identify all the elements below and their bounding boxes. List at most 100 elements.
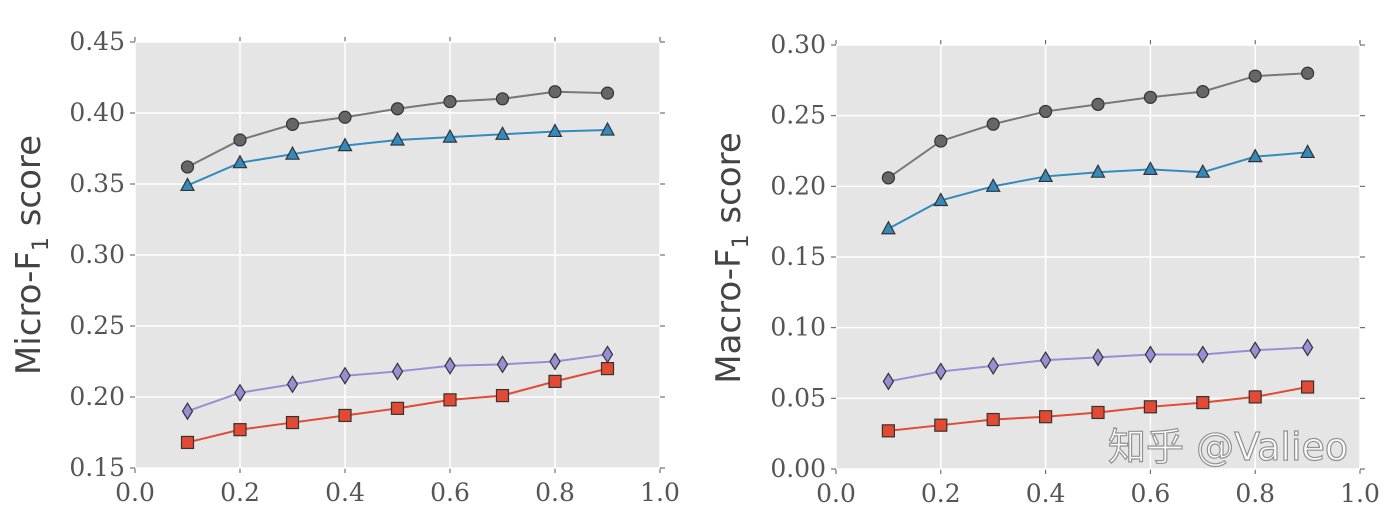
x-tick-label: 0.2 xyxy=(220,478,260,507)
data-point-triangle xyxy=(547,123,563,138)
y-tick-label: 0.35 xyxy=(69,169,125,198)
data-point-square xyxy=(1143,400,1158,414)
x-tick-label: 0.0 xyxy=(816,479,856,508)
data-point-square xyxy=(233,423,247,437)
data-point-square xyxy=(1248,390,1262,404)
data-point-triangle xyxy=(389,131,406,146)
data-point-diamond xyxy=(339,366,351,385)
series-circle xyxy=(180,85,615,174)
data-point-triangle xyxy=(933,192,949,207)
data-point-square xyxy=(338,408,352,423)
x-tick-label: 0.6 xyxy=(1131,479,1171,508)
data-point-circle xyxy=(495,92,510,106)
data-point-diamond xyxy=(1144,345,1157,364)
data-point-triangle xyxy=(284,145,301,160)
x-tick-label: 0.6 xyxy=(430,478,470,507)
data-point-triangle xyxy=(1090,163,1106,178)
x-tick-label: 0.2 xyxy=(921,479,961,508)
data-point-diamond xyxy=(882,372,895,391)
data-point-square xyxy=(548,374,562,388)
data-point-square xyxy=(934,418,948,432)
y-tick-label: 0.15 xyxy=(770,242,826,271)
data-point-circle xyxy=(1091,97,1105,111)
data-point-triangle xyxy=(1300,144,1316,159)
data-point-square xyxy=(443,393,457,407)
data-point-circle xyxy=(443,95,457,109)
data-point-square xyxy=(1196,395,1210,410)
data-point-triangle xyxy=(599,121,616,136)
data-point-circle xyxy=(1248,69,1262,83)
data-point-diamond xyxy=(181,402,194,421)
data-point-circle xyxy=(390,102,405,116)
series-diamond xyxy=(181,345,614,421)
data-point-triangle xyxy=(1038,168,1054,183)
plot-2: 0.0 0.2 0.4 0.6 0.8 1.0 0.00 0.05 0.10 0.15 0.20 0.… xyxy=(709,30,1380,508)
data-point-diamond xyxy=(1039,351,1052,370)
plot-1: 0.0 0.2 0.4 0.6 0.8 1.0 0.15 0.20 0.25 0.30 0.35 0.… xyxy=(9,27,680,507)
y-axis-label-subscript: 1 xyxy=(729,234,754,248)
y-tick-label: 0.25 xyxy=(69,311,125,340)
data-point-diamond xyxy=(935,362,947,381)
y-axis-label-main: Macro-F xyxy=(709,248,749,383)
data-point-triangle xyxy=(1247,148,1263,163)
data-point-circle xyxy=(1038,104,1053,119)
data-point-square xyxy=(390,401,405,415)
y-tick-label: 0.25 xyxy=(770,101,826,130)
y-tick-label: 0.15 xyxy=(69,453,125,482)
y-tick-label: 0.00 xyxy=(770,454,826,483)
data-point-square xyxy=(495,388,510,403)
data-point-diamond xyxy=(1092,348,1104,367)
data-point-triangle xyxy=(985,178,1001,192)
y-axis-label-main: Micro-F xyxy=(9,251,49,375)
data-point-triangle xyxy=(442,128,458,143)
series-diamond xyxy=(882,338,1314,391)
y-tick-label: 0.40 xyxy=(69,98,125,127)
data-point-diamond xyxy=(549,352,561,371)
x-tick-label: 0.8 xyxy=(1235,479,1275,508)
data-point-diamond xyxy=(234,383,246,402)
y-axis-label-suffix: score xyxy=(709,132,749,234)
y-axis-label: Macro-F1 score xyxy=(709,132,754,384)
watermark: 知乎 @Valieo xyxy=(1108,425,1348,469)
data-point-circle xyxy=(600,86,615,100)
data-point-circle xyxy=(986,117,1000,131)
data-point-diamond xyxy=(1301,338,1314,357)
y-tick-label: 0.20 xyxy=(69,382,125,411)
x-tick-label: 0.0 xyxy=(115,478,155,507)
data-point-circle xyxy=(233,133,247,147)
x-tick-label: 0.8 xyxy=(535,478,575,507)
data-point-triangle xyxy=(1195,163,1211,178)
x-tick-label: 1.0 xyxy=(640,478,680,507)
data-point-triangle xyxy=(1142,161,1158,175)
data-point-square xyxy=(180,435,195,450)
series-square xyxy=(881,380,1315,438)
data-point-circle xyxy=(180,160,195,174)
data-point-diamond xyxy=(444,356,456,375)
data-point-diamond xyxy=(391,362,404,381)
y-axis-label: Micro-F1 score xyxy=(9,135,54,375)
data-point-square xyxy=(986,412,1000,427)
y-tick-label: 0.05 xyxy=(770,383,826,412)
data-point-circle xyxy=(881,171,896,185)
series-triangle xyxy=(179,121,616,192)
data-point-square xyxy=(1091,405,1105,420)
data-point-circle xyxy=(1300,66,1315,80)
y-tick-label: 0.45 xyxy=(69,27,125,56)
data-point-square xyxy=(1300,380,1315,394)
data-point-circle xyxy=(1143,90,1158,104)
x-tick-label: 0.4 xyxy=(1026,479,1066,508)
data-point-triangle xyxy=(179,177,196,192)
data-point-square xyxy=(1038,410,1053,424)
series-circle xyxy=(881,66,1315,185)
y-tick-label: 0.10 xyxy=(770,313,826,342)
y-tick-label: 0.20 xyxy=(770,171,826,200)
x-tick-label: 1.0 xyxy=(1340,479,1380,508)
data-point-diamond xyxy=(1197,345,1209,364)
y-axis-label-suffix: score xyxy=(9,135,49,237)
data-point-triangle xyxy=(337,137,353,152)
x-tick-label: 0.4 xyxy=(325,478,365,507)
data-point-circle xyxy=(934,134,948,148)
y-axis-label-subscript: 1 xyxy=(29,237,54,251)
y-tick-label: 0.30 xyxy=(770,30,826,59)
